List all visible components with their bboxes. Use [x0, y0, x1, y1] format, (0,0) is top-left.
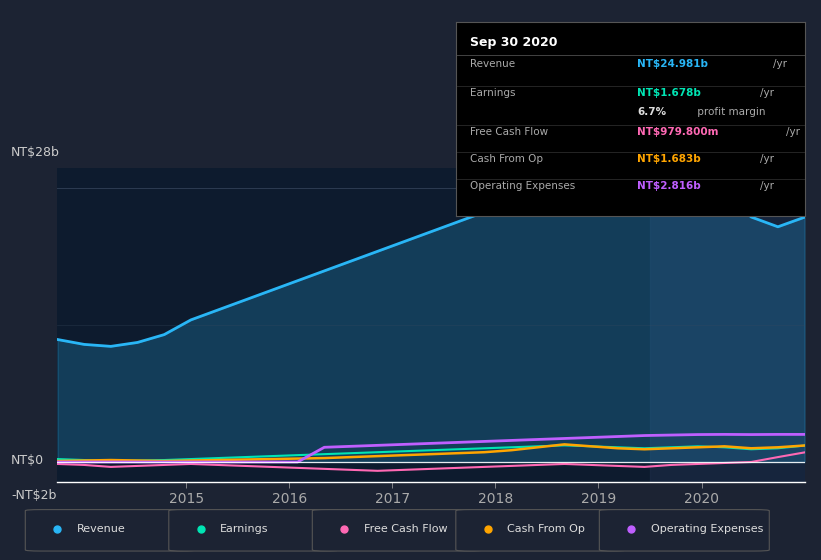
FancyBboxPatch shape: [312, 510, 482, 551]
Text: /yr: /yr: [787, 127, 800, 137]
Text: /yr: /yr: [760, 154, 774, 164]
Text: Free Cash Flow: Free Cash Flow: [470, 127, 548, 137]
Text: Operating Expenses: Operating Expenses: [470, 181, 575, 191]
Text: Operating Expenses: Operating Expenses: [651, 524, 763, 534]
Text: Earnings: Earnings: [220, 524, 268, 534]
Bar: [650, 168, 805, 482]
Text: NT$979.800m: NT$979.800m: [637, 127, 718, 137]
FancyBboxPatch shape: [456, 510, 626, 551]
FancyBboxPatch shape: [599, 510, 769, 551]
Text: profit margin: profit margin: [694, 108, 765, 118]
Text: NT$2.816b: NT$2.816b: [637, 181, 701, 191]
Text: 6.7%: 6.7%: [637, 108, 666, 118]
Text: -NT$2b: -NT$2b: [11, 489, 57, 502]
Text: Sep 30 2020: Sep 30 2020: [470, 36, 557, 49]
FancyBboxPatch shape: [25, 510, 195, 551]
Text: /yr: /yr: [760, 88, 774, 98]
Text: /yr: /yr: [760, 181, 774, 191]
Text: NT$1.683b: NT$1.683b: [637, 154, 701, 164]
Text: Earnings: Earnings: [470, 88, 515, 98]
Text: NT$28b: NT$28b: [11, 146, 60, 159]
FancyBboxPatch shape: [169, 510, 339, 551]
Text: NT$0: NT$0: [11, 454, 44, 467]
Text: NT$24.981b: NT$24.981b: [637, 59, 708, 69]
Text: Revenue: Revenue: [76, 524, 126, 534]
Text: Cash From Op: Cash From Op: [507, 524, 585, 534]
Text: /yr: /yr: [773, 59, 787, 69]
Text: Cash From Op: Cash From Op: [470, 154, 543, 164]
Text: NT$1.678b: NT$1.678b: [637, 88, 701, 98]
Text: Revenue: Revenue: [470, 59, 515, 69]
Text: Free Cash Flow: Free Cash Flow: [364, 524, 447, 534]
